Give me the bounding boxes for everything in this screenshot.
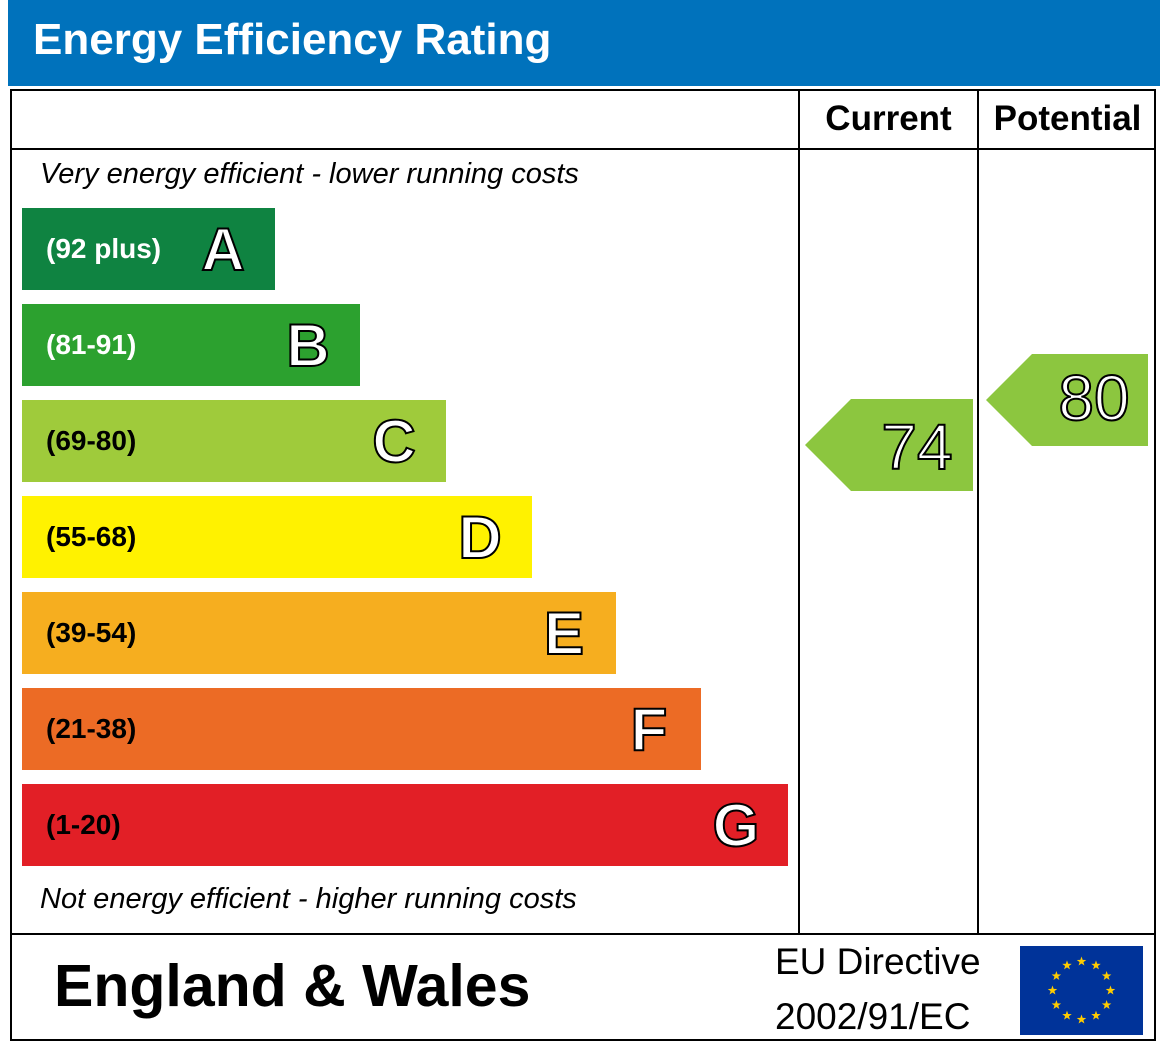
current-rating-arrow: 74 (805, 399, 973, 491)
band-a: (92 plus) A (22, 208, 275, 290)
eu-star-icon (1062, 1010, 1072, 1020)
band-e: (39-54) E (22, 592, 616, 674)
band-letter-text: F (631, 696, 668, 763)
rating-table (10, 89, 1156, 1041)
directive-line-1: EU Directive (775, 941, 981, 982)
band-letter-b: B (285, 311, 330, 380)
footer-divider (10, 933, 1156, 935)
header-row-divider (10, 148, 1156, 150)
band-letter-text: B (286, 312, 329, 379)
eu-star-icon (1062, 960, 1072, 970)
eu-star-icon (1076, 1014, 1087, 1024)
band-range-label: (1-20) (46, 809, 121, 840)
band-letter-a: A (200, 215, 245, 284)
bottom-note: Not energy efficient - higher running co… (40, 883, 577, 915)
directive-line-2: 2002/91/EC (775, 996, 971, 1037)
band-range-label: (55-68) (46, 521, 137, 552)
band-letter-text: A (201, 216, 244, 283)
eu-flag-icon (1020, 946, 1143, 1035)
band-letter-g: G (712, 791, 761, 860)
band-d: (55-68) D (22, 496, 532, 578)
chart-title: Energy Efficiency Rating (33, 15, 552, 64)
eu-star-icon (1101, 971, 1112, 981)
band-letter-e: E (543, 599, 585, 668)
band-f: (21-38) F (22, 688, 701, 770)
current-rating-value: 74 (881, 411, 952, 483)
band-letter-text: G (713, 792, 760, 859)
band-range-label: (81-91) (46, 329, 137, 360)
eu-star-icon (1051, 971, 1062, 981)
band-g: (1-20) G (22, 784, 788, 866)
band-letter-text: C (372, 408, 415, 475)
band-range-label: (21-38) (46, 713, 137, 744)
eu-star-icon (1047, 985, 1058, 995)
band-range-label: (39-54) (46, 617, 137, 648)
eu-star-icon (1091, 960, 1101, 970)
potential-arrow-shape (986, 354, 1148, 446)
eu-star-icon (1051, 1000, 1062, 1010)
band-b: (81-91) B (22, 304, 360, 386)
band-letter-f: F (630, 695, 669, 764)
potential-rating-value: 80 (1058, 362, 1129, 434)
current-arrow-shape (805, 399, 973, 491)
band-letter-text: D (458, 504, 501, 571)
top-note: Very energy efficient - lower running co… (40, 158, 579, 190)
eu-star-icon (1091, 1010, 1101, 1020)
potential-column-divider (977, 89, 979, 935)
band-letter-text: E (544, 600, 584, 667)
band-range-label: (69-80) (46, 425, 137, 456)
band-range-label: (92 plus) (46, 233, 162, 264)
band-letter-c: C (371, 407, 416, 476)
potential-column-header: Potential (993, 99, 1142, 138)
title-bar: Energy Efficiency Rating (8, 0, 1160, 86)
eu-star-icon (1076, 956, 1087, 966)
current-column-divider (798, 89, 800, 935)
potential-rating-arrow: 80 (986, 354, 1148, 446)
eu-star-icon (1101, 1000, 1112, 1010)
band-c: (69-80) C (22, 400, 446, 482)
region-label: England & Wales (54, 953, 531, 1019)
eu-star-icon (1105, 985, 1116, 995)
current-column-header: Current (825, 99, 952, 138)
band-letter-d: D (457, 503, 502, 572)
